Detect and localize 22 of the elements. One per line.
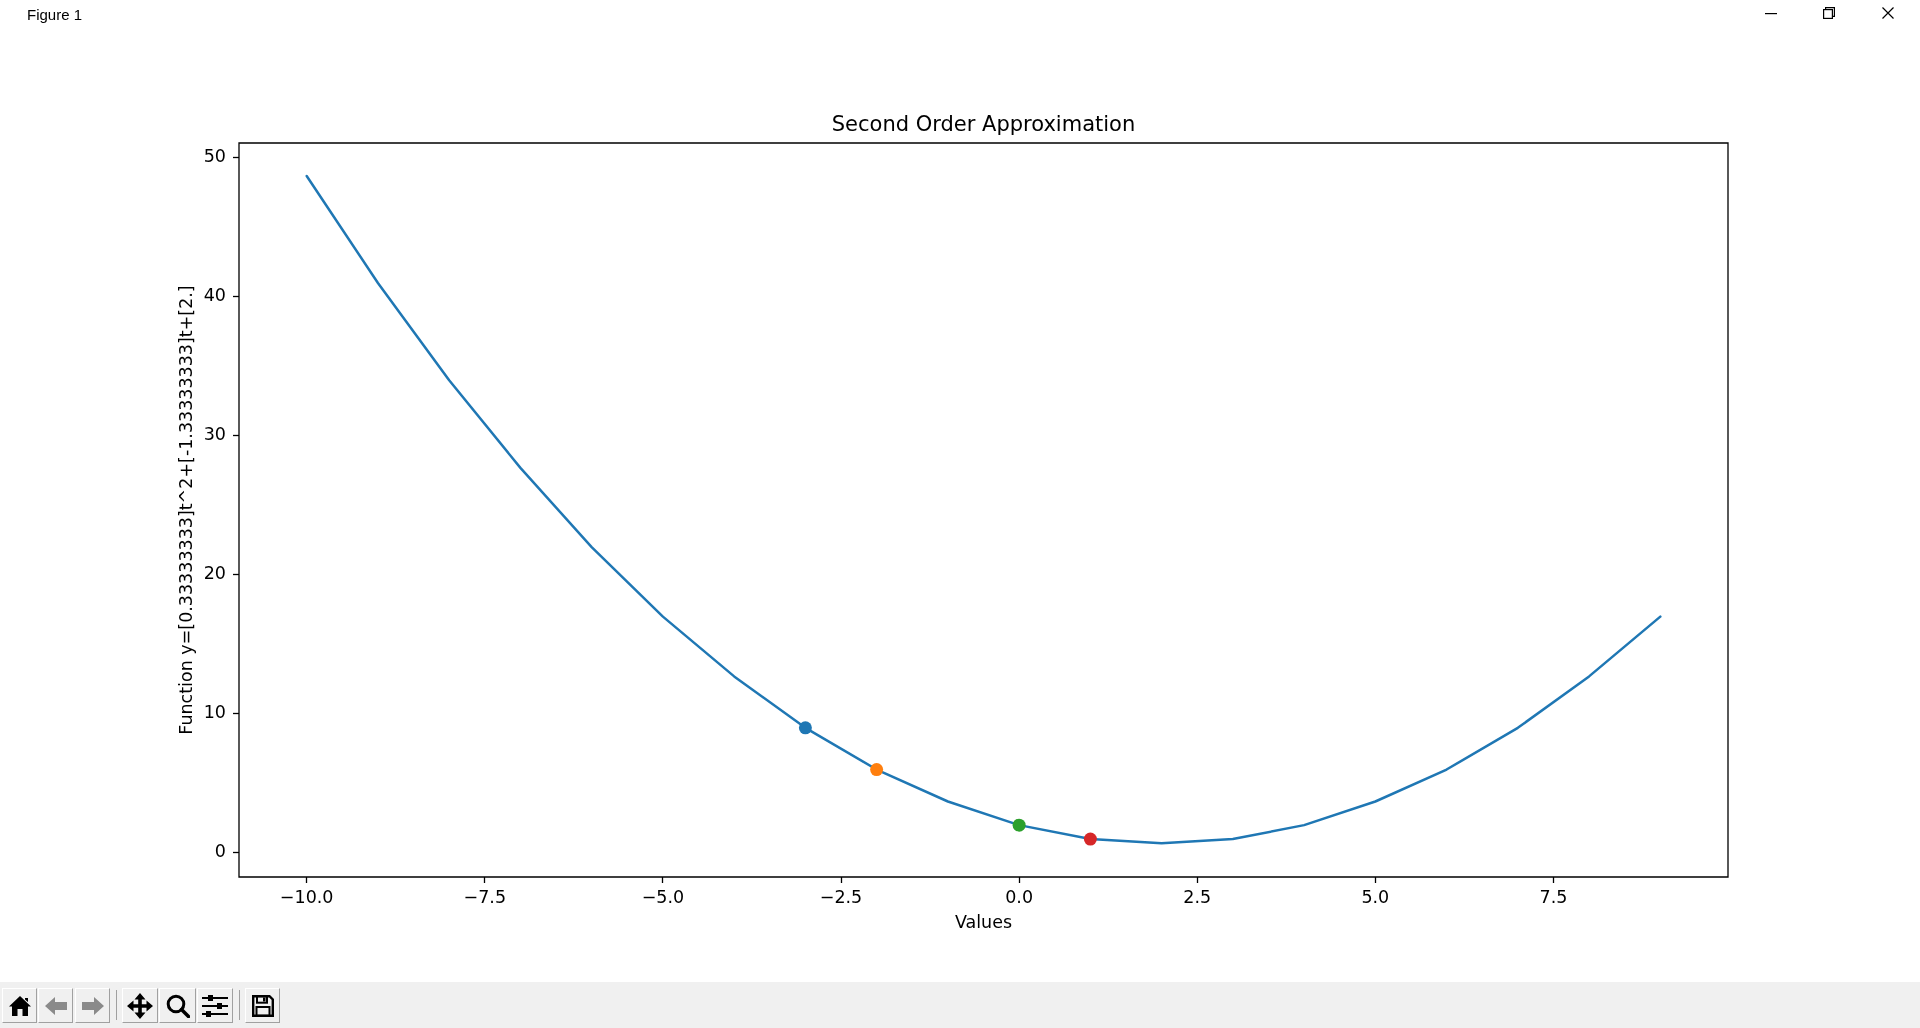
x-tick-label: −2.5 [819,887,863,908]
y-tick-label: 50 [203,146,226,167]
point [870,763,884,777]
x-tick-label: −10.0 [279,887,334,908]
point [798,721,812,735]
y-tick-label: 40 [203,285,226,306]
chart-title: Second Order Approximation [831,112,1136,137]
x-tick-label: −5.0 [641,887,685,908]
caption: Figure 1 [27,6,83,23]
x-axis-title: Values [954,912,1013,933]
y-tick-label: 10 [203,702,226,723]
y-axis-title: Function y=[0.33333333]t^2+[-1.33333333]t+[2.] [176,285,197,735]
y-tick-label: 30 [203,424,226,445]
x-tick-label: 5.0 [1361,887,1390,908]
x-tick-label: 2.5 [1183,887,1212,908]
x-tick-label: 7.5 [1539,887,1568,908]
point [1012,818,1026,832]
point [1083,832,1097,846]
y-tick-label: 20 [203,563,226,584]
x-tick-label: 0.0 [1005,887,1034,908]
y-tick-label: 0 [214,841,226,862]
x-tick-label: −7.5 [463,887,507,908]
